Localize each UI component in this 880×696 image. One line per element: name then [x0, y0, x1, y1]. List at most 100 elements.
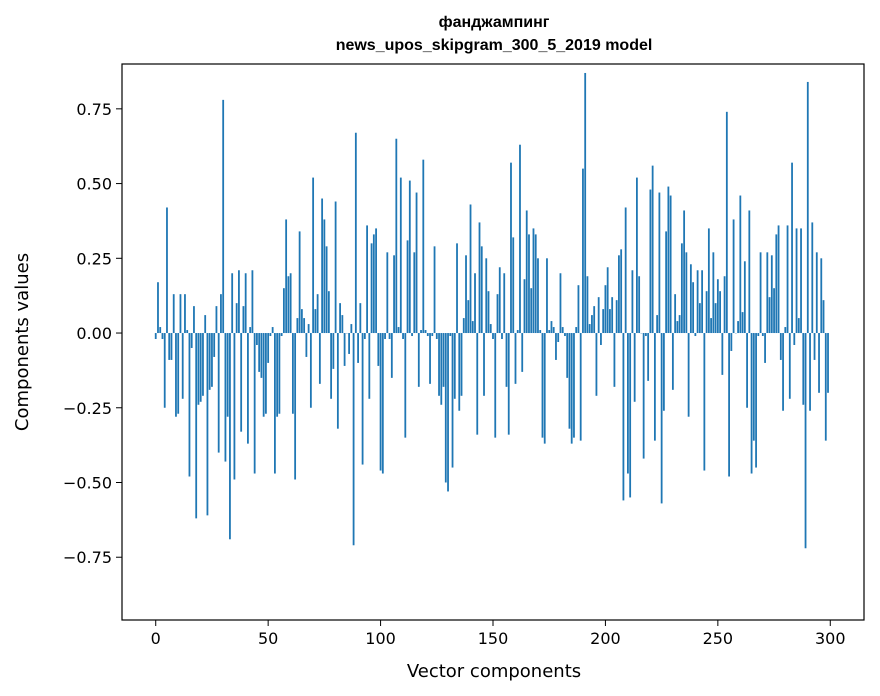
bar-53: [274, 333, 276, 474]
bar-11: [179, 294, 182, 334]
bar-244: [703, 333, 706, 471]
bar-199: [602, 309, 605, 334]
bar-72: [316, 294, 319, 334]
bar-77: [327, 291, 330, 334]
bar-164: [523, 279, 526, 334]
bar-287: [800, 228, 802, 334]
bar-95: [368, 333, 371, 399]
plot-frame: [121, 63, 865, 621]
bar-160: [514, 333, 517, 384]
bar-88: [352, 333, 355, 546]
bar-27: [215, 306, 218, 334]
bar-172: [541, 333, 544, 438]
bar-36: [235, 303, 238, 334]
bar-213: [633, 333, 636, 402]
bar-22: [204, 315, 207, 334]
bar-103: [386, 252, 389, 334]
bar-179: [557, 333, 560, 342]
bar-68: [307, 324, 310, 334]
bar-208: [622, 333, 625, 501]
x-tick-label: 150: [478, 629, 509, 648]
bar-295: [818, 333, 820, 393]
bar-175: [548, 330, 551, 334]
bar-144: [478, 222, 481, 334]
bar-16: [190, 333, 193, 348]
bar-214: [636, 177, 638, 334]
bar-1: [157, 282, 159, 334]
bar-37: [238, 270, 240, 334]
bar-105: [390, 333, 393, 378]
bar-7: [170, 333, 173, 360]
bar-100: [379, 333, 382, 471]
bar-43: [251, 270, 254, 334]
bar-87: [350, 324, 353, 334]
bar-13: [184, 294, 186, 334]
bar-101: [381, 333, 384, 474]
bar-75: [323, 219, 326, 334]
bar-212: [631, 270, 634, 334]
bar-200: [604, 285, 607, 334]
bar-83: [341, 315, 344, 334]
bar-181: [561, 327, 564, 334]
plot-area: [154, 72, 829, 549]
y-tick-label: −0.75: [63, 548, 112, 567]
bar-288: [802, 333, 805, 405]
bar-14: [186, 330, 189, 334]
bar-52: [271, 327, 274, 334]
bar-6: [168, 333, 171, 360]
bar-21: [202, 333, 204, 396]
bar-136: [460, 333, 463, 396]
bar-138: [465, 255, 467, 334]
bar-80: [334, 201, 337, 334]
bar-202: [609, 309, 611, 334]
bar-273: [768, 297, 771, 334]
bar-66: [303, 318, 306, 334]
bar-28: [217, 333, 220, 453]
bar-284: [793, 333, 796, 345]
x-tick-label: 300: [815, 629, 846, 648]
bar-131: [449, 333, 452, 337]
bar-128: [442, 333, 445, 387]
bar-73: [318, 333, 321, 384]
bar-270: [761, 333, 764, 337]
bar-205: [615, 300, 618, 334]
bar-74: [321, 198, 324, 334]
bar-277: [777, 225, 780, 334]
bar-210: [627, 333, 629, 474]
bar-60: [289, 273, 292, 334]
bar-104: [388, 333, 391, 340]
bar-8: [172, 294, 175, 334]
bar-81: [336, 333, 339, 429]
bar-243: [701, 270, 704, 334]
y-axis-label: Components values: [12, 253, 33, 431]
bar-225: [660, 333, 663, 504]
bar-290: [806, 81, 809, 334]
bar-153: [498, 267, 501, 334]
bar-235: [683, 210, 686, 334]
bar-158: [510, 162, 512, 334]
bar-44: [253, 333, 256, 474]
bar-4: [163, 333, 166, 408]
bar-118: [420, 330, 422, 334]
bar-3: [161, 333, 164, 340]
bar-45: [256, 333, 258, 345]
bar-268: [757, 333, 760, 337]
bar-26: [213, 333, 216, 357]
bar-62: [294, 333, 297, 480]
bar-269: [759, 252, 762, 334]
y-tick-label: 0.75: [76, 100, 112, 119]
bar-162: [519, 144, 521, 334]
bar-252: [721, 333, 724, 375]
bar-170: [537, 258, 539, 334]
x-tick-label: 100: [365, 629, 396, 648]
bar-129: [444, 333, 447, 483]
bar-59: [287, 276, 290, 334]
bar-294: [815, 252, 818, 334]
bar-112: [406, 240, 409, 334]
bar-190: [582, 168, 584, 334]
bar-220: [649, 189, 652, 334]
bar-0: [154, 333, 157, 340]
bar-233: [678, 315, 681, 334]
bar-126: [438, 333, 440, 396]
bar-271: [764, 333, 766, 363]
